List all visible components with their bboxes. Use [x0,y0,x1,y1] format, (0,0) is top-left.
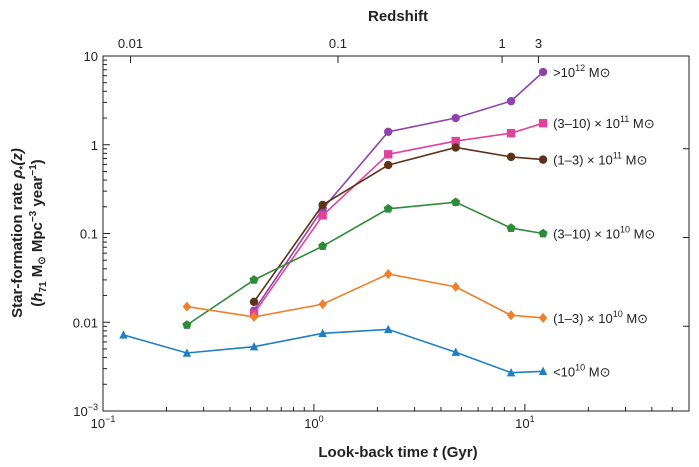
series-2: (3–10) × 1011 M⊙ [249,114,655,318]
data-point [249,297,259,306]
data-point [451,347,460,356]
series-layer: >1012 M⊙ (3–10) × 1011 M⊙ (1–3) × 1011 M⊙ (… [119,63,655,379]
data-point [538,67,548,77]
data-point [384,160,393,170]
y-axis-title-line1: Star-formation rate ρ*(z) [9,148,29,318]
series-label: (3–10) × 1011 M⊙ [553,114,655,131]
data-point [384,127,393,136]
y-tick-label: 0.1 [80,227,98,242]
data-point [506,128,516,138]
series-line [253,71,544,312]
data-point [318,299,327,310]
data-point [318,211,327,220]
data-point [383,203,393,213]
series-3: (1–3) × 1011 M⊙ [249,143,647,306]
series-label: (3–10) × 1010 M⊙ [553,225,655,242]
y-axis-title-line2: (h71 M⊙ Mpc−3 year−1) [28,159,49,306]
top-axis-title: Redshift [368,8,428,25]
data-point [249,311,259,322]
data-point [249,342,259,351]
data-point [538,366,548,376]
data-point [538,155,548,164]
data-point [506,368,516,377]
data-point [538,228,548,238]
series-1: >1012 M⊙ [249,63,611,315]
data-point [506,152,516,162]
series-label: (1–3) × 1011 M⊙ [553,151,647,168]
data-point [451,281,460,292]
data-point [538,118,548,128]
x-tick-label: 101 [515,414,534,431]
data-point [182,320,192,329]
data-point [451,136,460,146]
y-tick-label: 1 [91,138,98,153]
data-point [451,197,461,207]
y-tick-label: 0.01 [73,315,98,330]
x-axis-title: Look-back time t (Gyr) [318,444,477,461]
data-point [318,241,328,251]
series-line [186,273,544,319]
series-line [253,146,544,303]
series-label: >1012 M⊙ [553,63,610,80]
data-point [506,310,516,321]
data-point [384,324,393,334]
data-point [538,312,548,323]
data-point [318,328,327,338]
top-axis-tick-label: 0.1 [329,36,347,51]
y-tick-label: 10−3 [73,402,98,419]
series-4: (3–10) × 1010 M⊙ [182,197,655,329]
data-point [119,330,128,339]
series-label: <1010 M⊙ [553,362,610,379]
data-point [249,275,259,284]
axes-layer: 10−1 100 101 0.01 0.1 1 3 10−3 0.01 0.1 1 10 [73,36,690,431]
series-line [186,201,544,326]
data-point [451,143,460,152]
series-label: (1–3) × 1010 M⊙ [553,309,648,326]
top-axis-tick-label: 3 [535,36,542,51]
series-line [123,328,544,374]
series-line [253,122,544,315]
x-tick-label: 10−1 [91,414,116,431]
y-tick-label: 10 [84,49,98,64]
series-5: (1–3) × 1010 M⊙ [182,268,648,326]
top-axis-tick-label: 0.01 [118,36,143,51]
data-point [506,96,516,106]
data-point [182,301,192,312]
data-point [506,223,516,232]
data-point [182,348,192,357]
top-axis-tick-label: 1 [498,36,505,51]
data-point [384,150,393,159]
data-point [318,200,327,210]
data-point [451,113,460,123]
data-point [384,268,393,279]
x-tick-label: 100 [304,414,323,431]
series-6: <1010 M⊙ [119,324,611,379]
